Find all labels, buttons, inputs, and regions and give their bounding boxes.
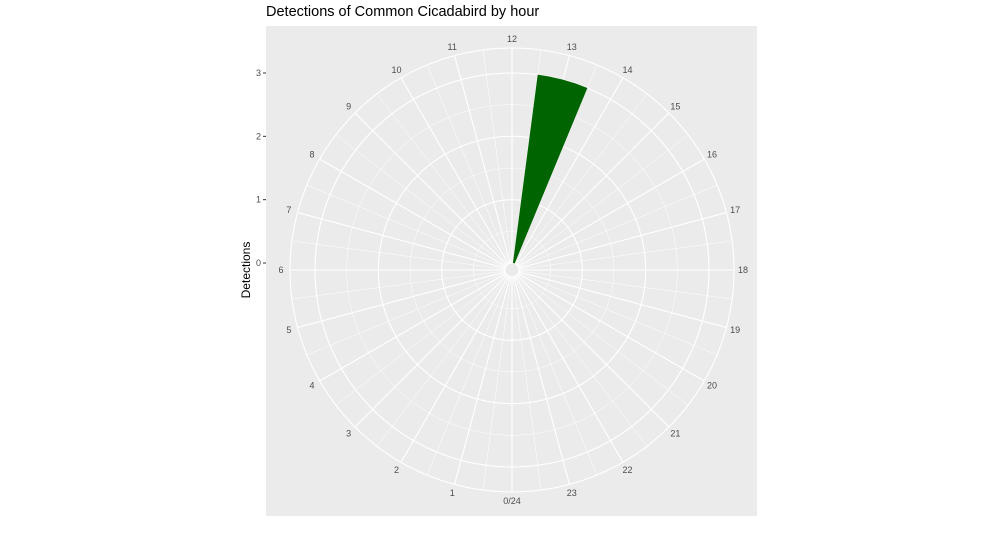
grid-spoke-minor [335, 134, 507, 266]
grid-spoke-major [354, 274, 508, 428]
grid-spoke-major [297, 271, 506, 328]
grid-spoke-major [454, 276, 511, 485]
grid-spoke-major [518, 212, 727, 269]
grid-circle-outer [289, 47, 735, 493]
grid-circle-major [314, 72, 710, 468]
grid-circle-minor [473, 231, 551, 309]
chart-title: Detections of Common Cicadabird by hour [266, 4, 539, 20]
hour-label: 18 [738, 265, 748, 275]
grid-spoke-minor [291, 270, 506, 300]
grid-spoke-major [400, 275, 509, 463]
hour-label: 0/24 [503, 496, 521, 506]
hour-label: 15 [670, 102, 680, 112]
grid-spoke-major [400, 77, 509, 265]
grid-spoke-minor [482, 49, 512, 264]
hour-label: 1 [450, 488, 455, 498]
grid-spoke-minor [516, 275, 648, 447]
hour-label: 14 [622, 65, 632, 75]
hour-label: 12 [507, 34, 517, 44]
hour-label: 11 [448, 42, 457, 52]
grid-spoke-minor [306, 184, 506, 268]
y-tick-label: 0 [256, 258, 261, 268]
grid-spoke-minor [512, 49, 542, 264]
grid-circle-minor [409, 167, 615, 373]
grid-circle-major [377, 135, 647, 405]
hour-label: 3 [346, 428, 351, 438]
hour-label: 23 [567, 488, 577, 498]
hour-label: 9 [346, 102, 351, 112]
y-tick-label: 1 [256, 195, 261, 205]
grid-spoke-minor [291, 240, 506, 270]
hour-label: 13 [567, 42, 577, 52]
grid-spoke-major [516, 274, 670, 428]
grid-spoke-major [518, 271, 727, 328]
grid-spoke-minor [518, 272, 718, 356]
hour-label: 16 [707, 150, 717, 160]
hour-label: 21 [670, 428, 680, 438]
bar-hour-13 [512, 74, 588, 264]
grid-spoke-minor [518, 184, 718, 268]
grid-spoke-minor [518, 270, 733, 300]
grid-spoke-minor [512, 276, 542, 491]
y-tick-label: 3 [256, 68, 261, 78]
hour-label: 17 [730, 205, 740, 215]
grid-spoke-major [515, 275, 624, 463]
grid-spoke-minor [306, 272, 506, 356]
hour-label: 7 [286, 205, 291, 215]
grid-spoke-minor [426, 64, 510, 264]
hour-label: 2 [394, 465, 399, 475]
hour-label: 20 [707, 381, 717, 391]
grid-spoke-minor [376, 93, 508, 265]
y-tick-label: 2 [256, 131, 261, 141]
grid-spoke-major [517, 273, 705, 382]
grid-spoke-minor [426, 276, 510, 476]
grid-spoke-minor [376, 275, 508, 447]
grid-spoke-major [454, 55, 511, 264]
hour-labels: 0/24123456789101112131415161718192021222… [278, 34, 748, 506]
grid-spoke-minor [335, 274, 507, 406]
hour-label: 8 [309, 150, 314, 160]
grid-spoke-major [319, 273, 507, 382]
y-axis: 0 1 2 3 [256, 68, 266, 268]
grid-spoke-minor [514, 64, 598, 264]
hour-label: 19 [730, 325, 740, 335]
grid-spoke-major [297, 212, 506, 269]
grid-spoke-major [517, 158, 705, 267]
hour-label: 4 [309, 381, 314, 391]
grid-spoke-minor [517, 134, 689, 266]
grid-spoke-minor [482, 276, 512, 491]
grid-circle-major [441, 199, 583, 341]
grid-spoke-major [319, 158, 507, 267]
y-axis-label: Detections [239, 242, 253, 299]
grid-spoke-major [354, 112, 508, 266]
polar-grid [289, 47, 735, 493]
hour-label: 6 [278, 265, 283, 275]
hour-label: 22 [622, 465, 632, 475]
grid-spoke-minor [518, 240, 733, 270]
grid-spoke-major [513, 276, 570, 485]
bars-layer [512, 74, 588, 264]
hour-label: 10 [391, 65, 401, 75]
grid-spoke-minor [516, 93, 648, 265]
grid-circle-major [504, 262, 520, 278]
grid-spoke-major [515, 77, 624, 265]
grid-spoke-minor [514, 276, 598, 476]
grid-spoke-major [516, 112, 670, 266]
hour-label: 5 [286, 325, 291, 335]
grid-spoke-minor [517, 274, 689, 406]
grid-circle-minor [346, 104, 678, 436]
